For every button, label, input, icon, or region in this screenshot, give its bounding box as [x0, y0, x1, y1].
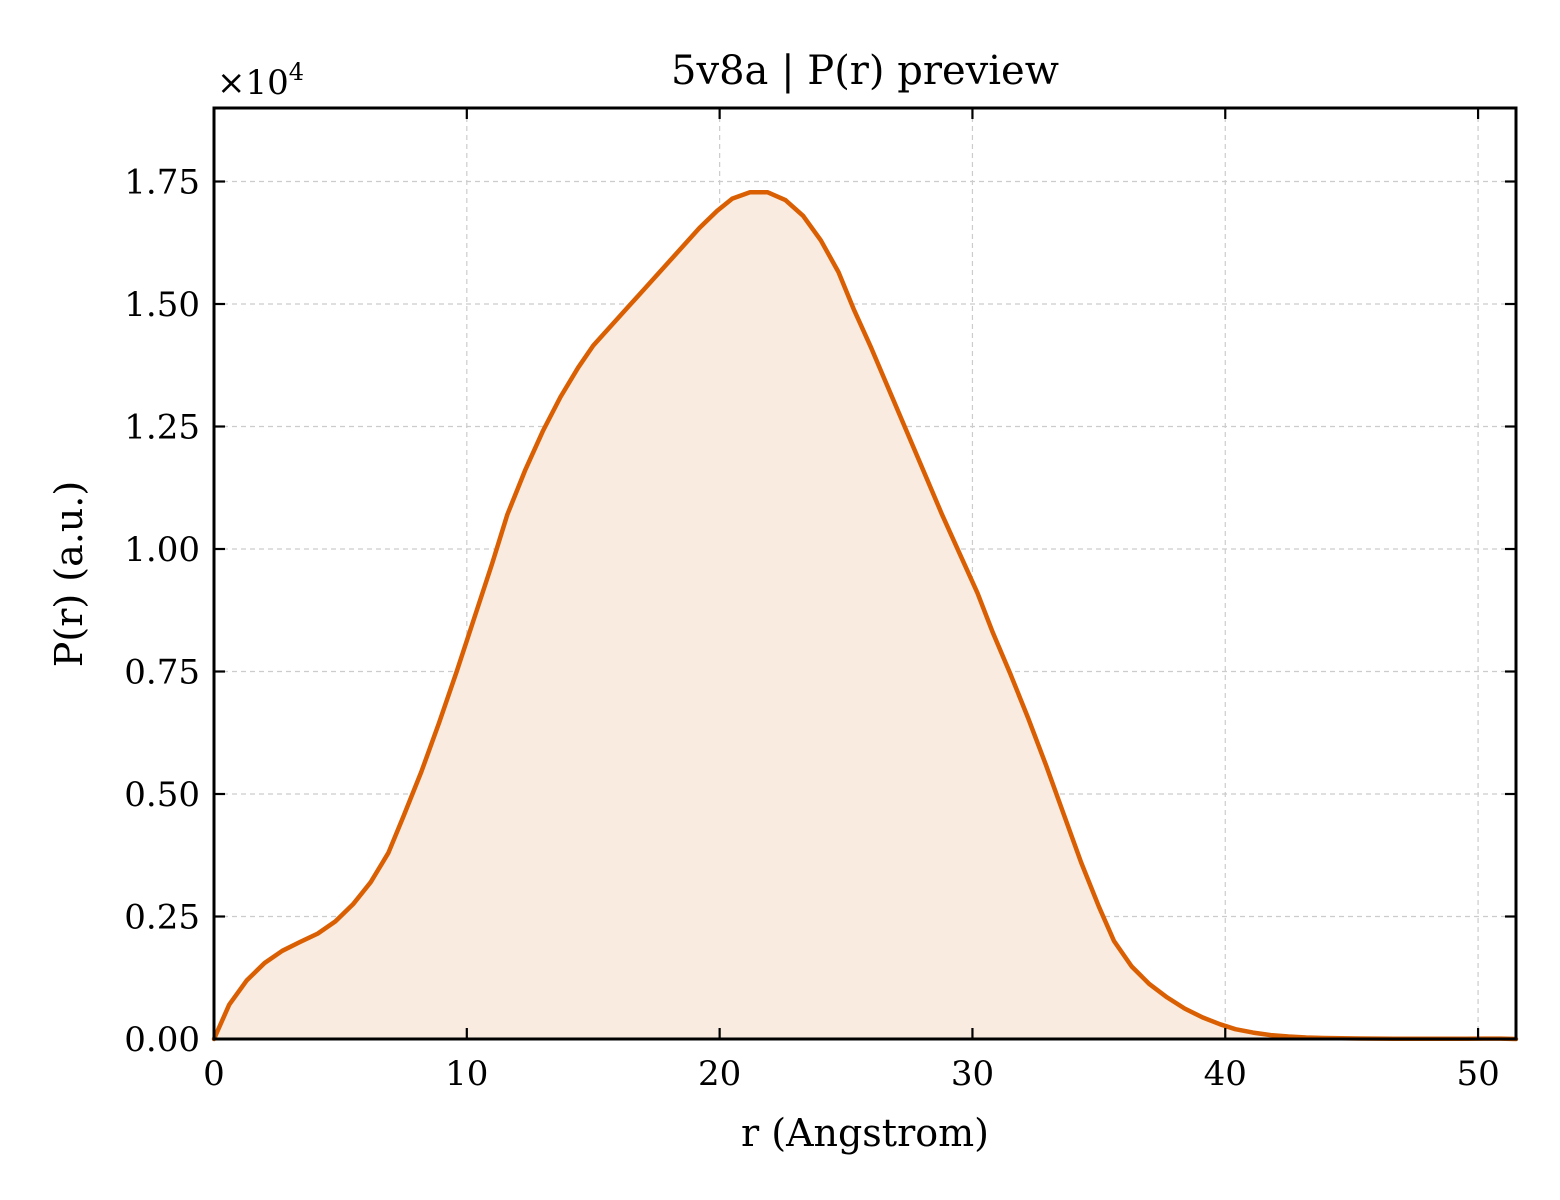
y-tick-label: 0.25 — [124, 898, 200, 938]
y-tick-label: 1.25 — [124, 408, 200, 448]
x-tick-label: 10 — [445, 1054, 488, 1094]
area-fill — [214, 192, 1516, 1040]
y-tick-label: 0.50 — [124, 775, 200, 815]
y-tick-label: 1.00 — [124, 530, 200, 570]
y-axis-label: P(r) (a.u.) — [47, 481, 91, 667]
y-tick-label: 0.00 — [124, 1020, 200, 1060]
y-tick-label: 1.50 — [124, 285, 200, 325]
x-tick-label: 50 — [1456, 1054, 1499, 1094]
chart-title: 5v8a | P(r) preview — [671, 48, 1059, 94]
y-multiplier-base: ×10 — [217, 63, 289, 103]
y-tick-label: 1.75 — [124, 163, 200, 203]
x-tick-label: 40 — [1204, 1054, 1247, 1094]
x-tick-label: 20 — [698, 1054, 741, 1094]
y-tick-label: 0.75 — [124, 653, 200, 693]
tick-layer: 0 10 20 30 40 50 0.00 0.25 0.50 0.75 1.00 1.25 1.50 1… — [124, 108, 1516, 1094]
x-tick-label: 30 — [951, 1054, 994, 1094]
plot-frame — [212, 106, 1518, 1041]
x-axis-label: r (Angstrom) — [741, 1111, 989, 1155]
y-axis-multiplier: ×104 — [217, 58, 304, 103]
y-multiplier-exponent: 4 — [289, 58, 304, 86]
series-line — [211, 190, 1519, 1042]
x-tick-label: 0 — [203, 1054, 225, 1094]
